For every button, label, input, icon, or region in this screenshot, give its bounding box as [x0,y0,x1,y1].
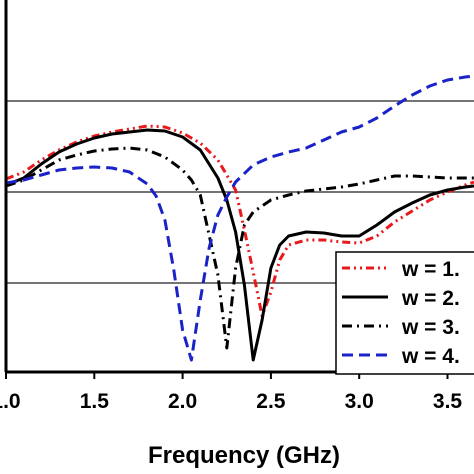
legend-label-2: w = 2. [401,287,460,310]
legend: w = 1. w = 2. w = 3. w = 4. [335,251,474,375]
x-tick-label: 3.5 [433,390,463,413]
plot-series [5,74,474,362]
x-tick-label: 2.5 [256,390,286,413]
x-tick-label: 1.0 [0,390,21,413]
x-tick-label: 3.0 [345,390,374,413]
x-axis-ticks: 1.0 1.5 2.0 2.5 3.0 3.5 [0,372,462,413]
legend-label-4: w = 4. [401,345,460,368]
legend-label-1: w = 1. [401,258,460,281]
series-line-3 [5,146,474,350]
x-axis-label: Frequency (GHz) [148,442,340,469]
x-tick-label: 1.5 [80,390,110,413]
series-line-1 [5,124,474,318]
series-line-2 [5,128,474,362]
series-line-4 [5,74,474,362]
legend-label-3: w = 3. [401,316,460,339]
x-tick-label: 2.0 [168,390,197,413]
